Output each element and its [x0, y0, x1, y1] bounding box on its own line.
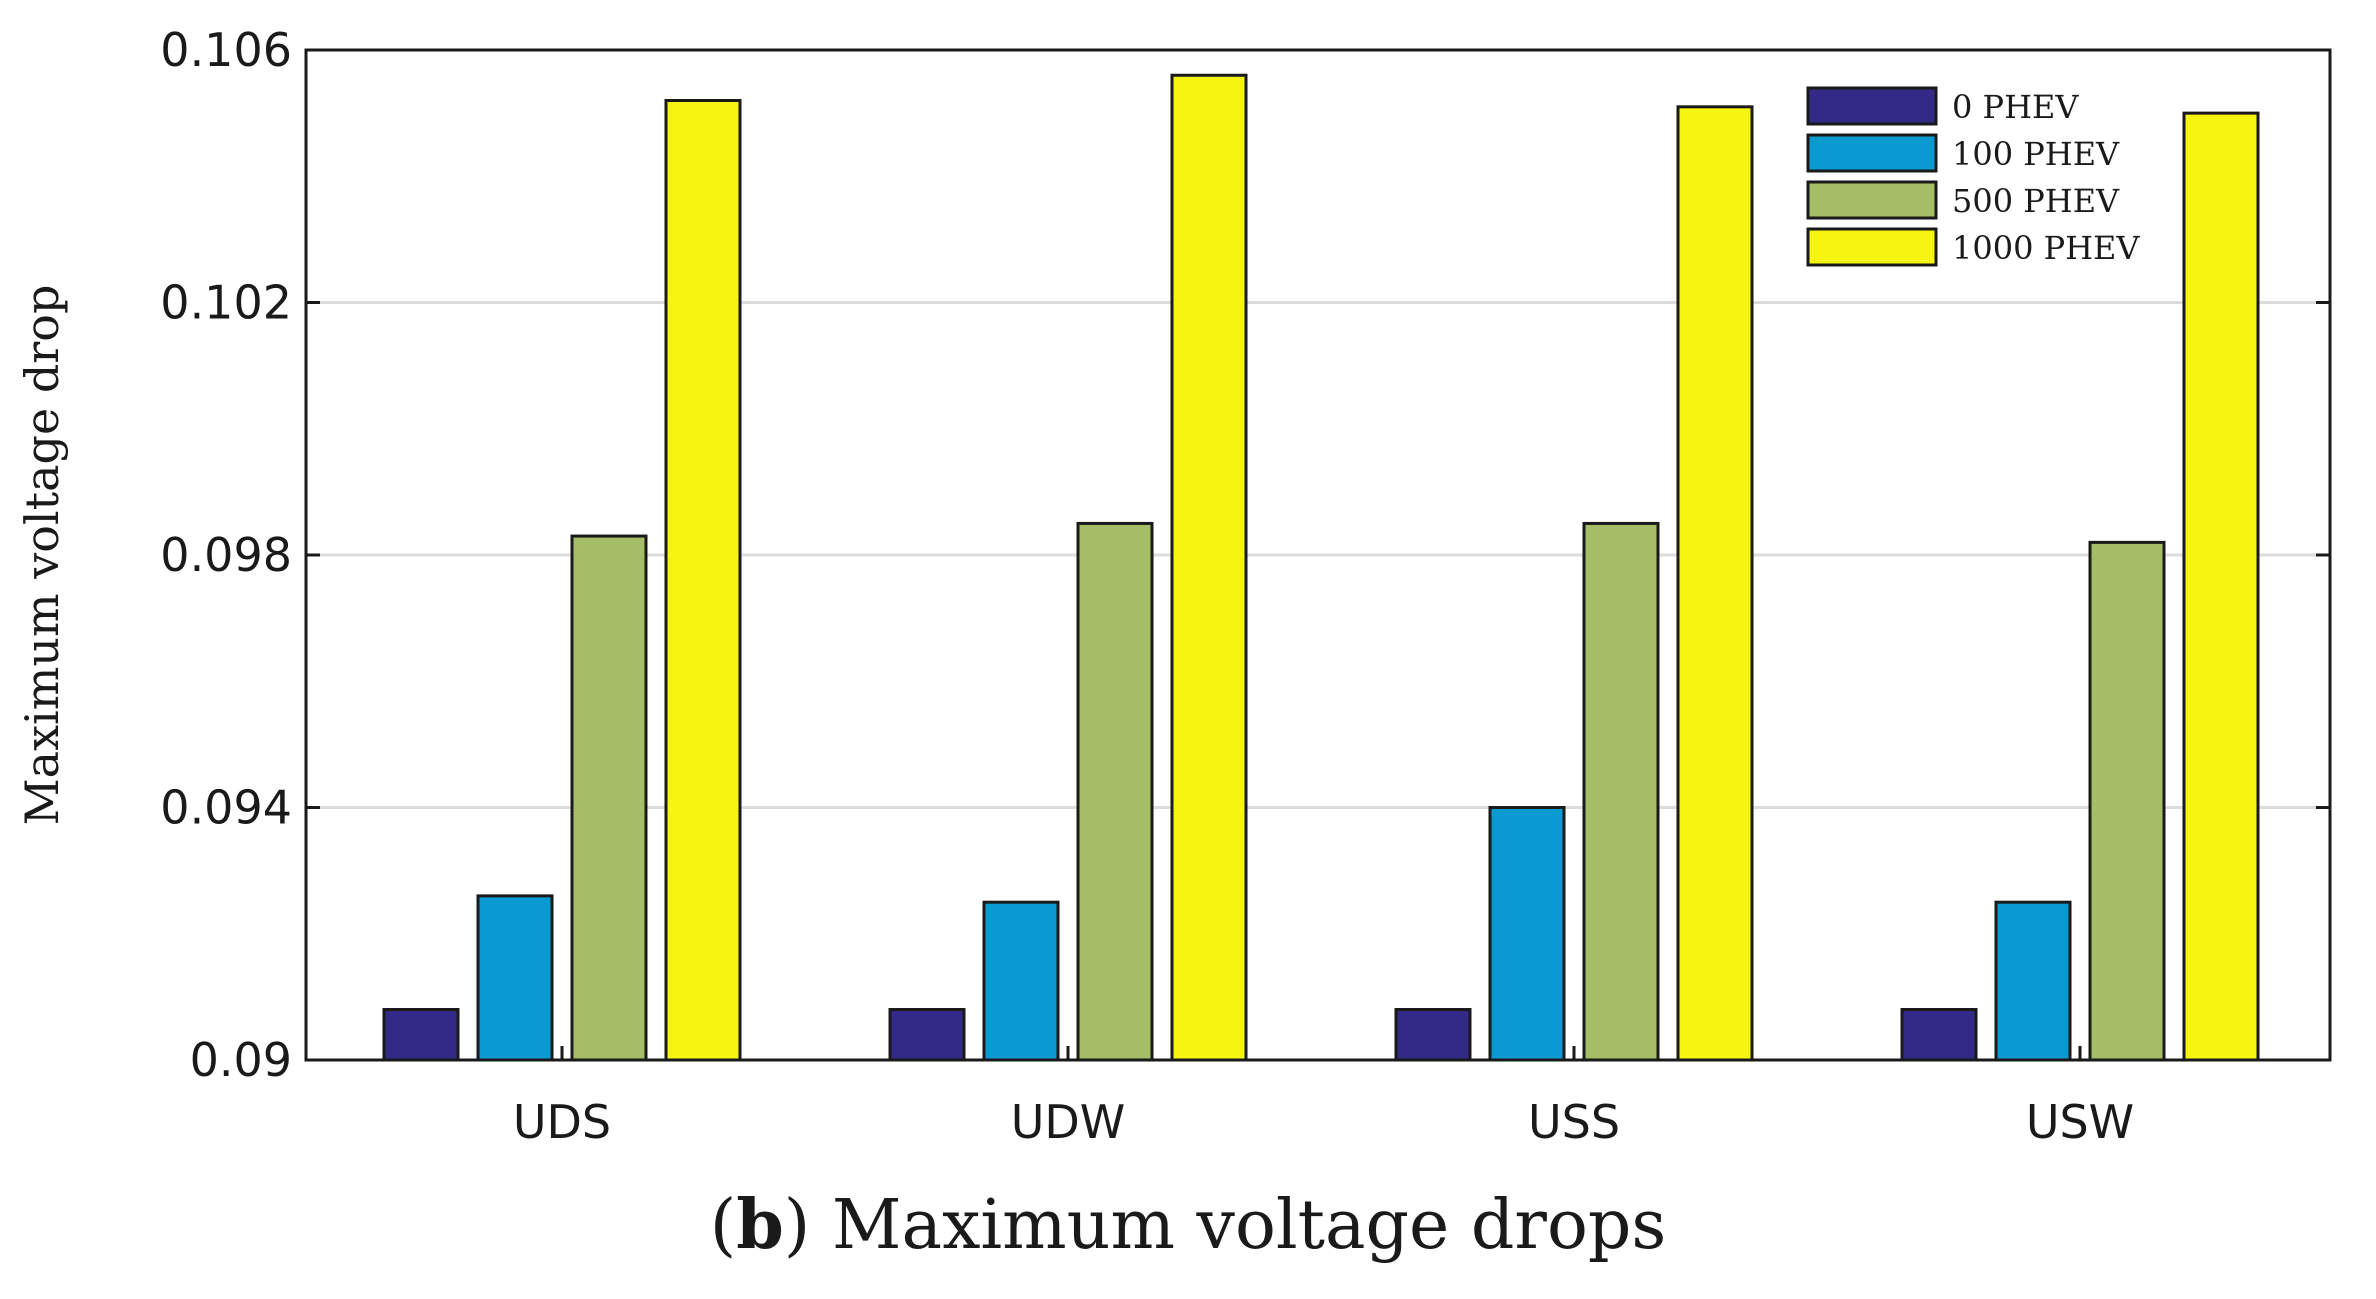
legend-label: 500 PHEV — [1952, 182, 2120, 220]
bar-500-phev-udw — [1076, 521, 1154, 1062]
bar-100-phev-uss — [1488, 806, 1566, 1062]
bar-0-phev-uss — [1394, 1008, 1472, 1062]
legend-swatch — [1806, 133, 1938, 173]
figure-caption: (b) Maximum voltage drops — [710, 1185, 1667, 1265]
bar-100-phev-uds — [476, 894, 554, 1062]
bar-0-phev-udw — [888, 1008, 966, 1062]
caption-open: ( — [710, 1186, 737, 1265]
bar-100-phev-usw — [1994, 900, 2072, 1062]
x-tick-labels: UDS UDW USS USW — [513, 1095, 2134, 1149]
legend-swatch — [1806, 180, 1938, 220]
y-axis-label: Maximum voltage drop — [15, 285, 69, 826]
caption-text: Maximum voltage drops — [810, 1186, 1666, 1265]
x-tick-label: USS — [1528, 1095, 1620, 1149]
caption-close: ) — [784, 1186, 811, 1265]
bar-0-phev-uds — [382, 1008, 460, 1062]
bars — [382, 73, 2260, 1062]
legend-label: 100 PHEV — [1952, 135, 2120, 173]
y-tick-label: 0.09 — [190, 1033, 292, 1087]
y-tick-label: 0.098 — [160, 528, 292, 582]
y-tick-label: 0.102 — [160, 276, 292, 330]
bar-1000-phev-uds — [664, 99, 742, 1062]
legend-label: 0 PHEV — [1952, 88, 2079, 126]
bar-0-phev-usw — [1900, 1008, 1978, 1062]
axis-ticks — [306, 48, 2330, 1062]
y-tick-labels: 0.09 0.094 0.098 0.102 0.106 — [160, 23, 292, 1087]
legend-swatch — [1806, 227, 1938, 267]
bar-500-phev-uss — [1582, 521, 1660, 1062]
bar-1000-phev-usw — [2182, 111, 2260, 1062]
x-tick-label: UDS — [513, 1095, 611, 1149]
bar-100-phev-udw — [982, 900, 1060, 1062]
y-tick-label: 0.106 — [160, 23, 292, 77]
x-tick-label: UDW — [1011, 1095, 1126, 1149]
legend: 0 PHEV 100 PHEV 500 PHEV 1000 PHEV — [1806, 86, 2140, 267]
bar-500-phev-usw — [2088, 540, 2166, 1062]
x-tick-label: USW — [2026, 1095, 2134, 1149]
bar-1000-phev-udw — [1170, 73, 1248, 1062]
y-tick-label: 0.094 — [160, 781, 292, 835]
legend-swatch — [1806, 86, 1938, 126]
legend-label: 1000 PHEV — [1952, 229, 2140, 267]
bar-1000-phev-uss — [1676, 105, 1754, 1062]
bar-500-phev-uds — [570, 534, 648, 1062]
caption-letter: b — [736, 1185, 784, 1265]
